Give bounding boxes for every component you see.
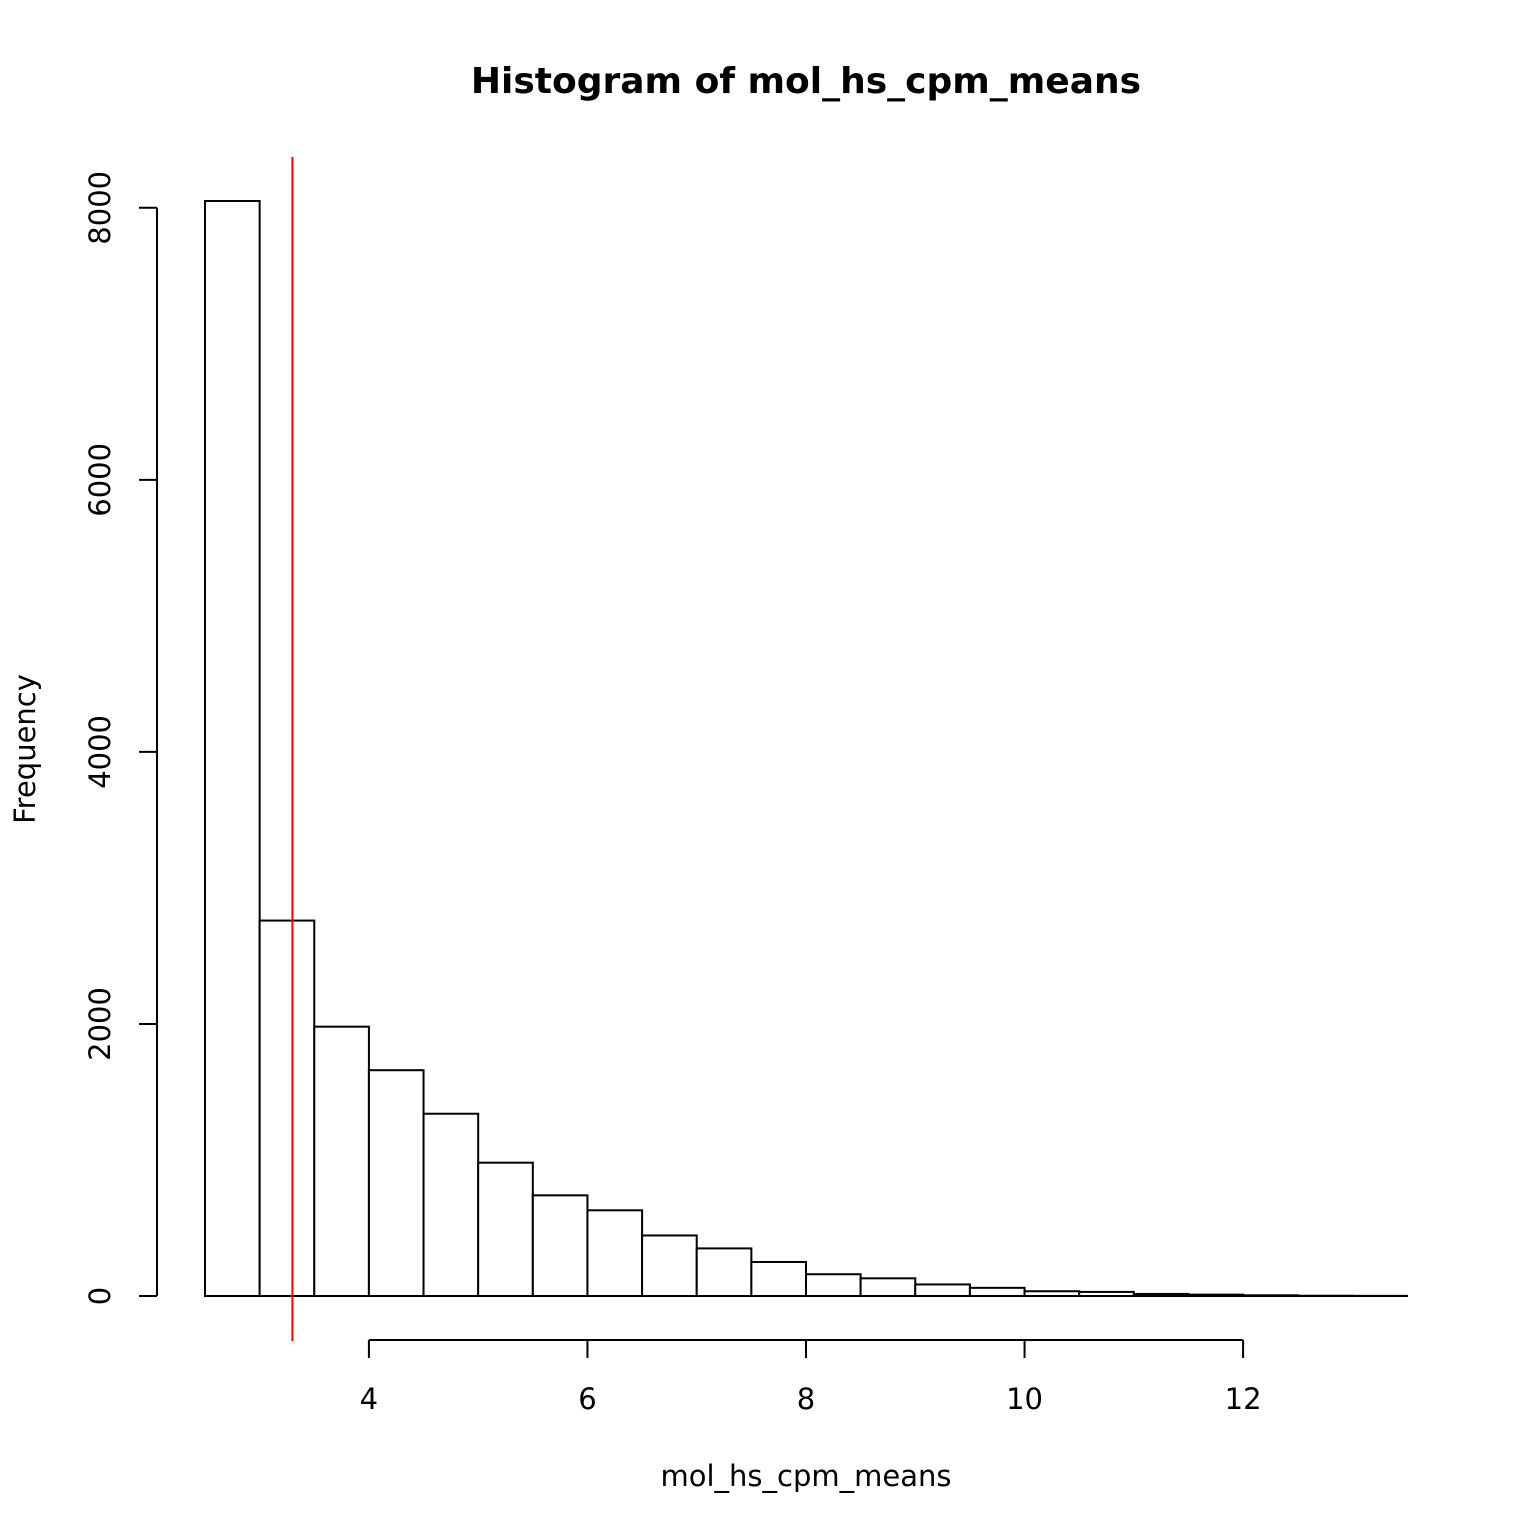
- chart-title: Histogram of mol_hs_cpm_means: [471, 61, 1141, 102]
- y-tick-label-2: 4000: [83, 715, 117, 789]
- histogram-bar-17: [1132, 1292, 1190, 1297]
- histogram-bar-5: [477, 1161, 534, 1298]
- histogram-bar-19: [1242, 1294, 1299, 1297]
- histogram-bar-4: [422, 1112, 480, 1297]
- histogram-bar-16: [1078, 1290, 1135, 1298]
- histogram-bar-13: [914, 1283, 971, 1297]
- x-tick-label-3: 10: [1006, 1382, 1043, 1416]
- x-axis-label: mol_hs_cpm_means: [661, 1459, 952, 1493]
- histogram-bar-6: [531, 1194, 589, 1298]
- x-axis: 4 6 8 10 12: [360, 1339, 1262, 1416]
- histogram-bar-8: [641, 1234, 698, 1298]
- histogram-bar-9: [695, 1247, 753, 1298]
- x-tick-label-4: 12: [1225, 1382, 1262, 1416]
- histogram-bar-7: [586, 1209, 644, 1297]
- histogram-bar-10: [750, 1260, 808, 1297]
- x-tick-label-1: 6: [578, 1382, 596, 1416]
- histogram-bar-12: [859, 1277, 917, 1298]
- x-tick-label-0: 4: [360, 1382, 378, 1416]
- x-tick-label-2: 8: [797, 1382, 815, 1416]
- histogram-bar-18: [1187, 1293, 1245, 1298]
- histogram-bar-3: [367, 1069, 425, 1297]
- histogram-bar-14: [968, 1286, 1026, 1297]
- y-axis-label: Frequency: [8, 674, 42, 824]
- y-axis: 0 2000 4000 6000 8000: [83, 171, 158, 1305]
- histogram-bar-1: [258, 919, 316, 1297]
- histogram-bar-2: [313, 1025, 370, 1297]
- bars-layer: [204, 200, 1409, 1298]
- y-tick-label-0: 0: [83, 1287, 117, 1305]
- histogram-bar-15: [1023, 1290, 1081, 1298]
- histogram-bar-0: [204, 200, 261, 1297]
- histogram-bar-11: [805, 1273, 862, 1298]
- y-tick-label-4: 8000: [83, 171, 117, 245]
- y-tick-label-3: 6000: [83, 443, 117, 517]
- y-tick-label-1: 2000: [83, 987, 117, 1061]
